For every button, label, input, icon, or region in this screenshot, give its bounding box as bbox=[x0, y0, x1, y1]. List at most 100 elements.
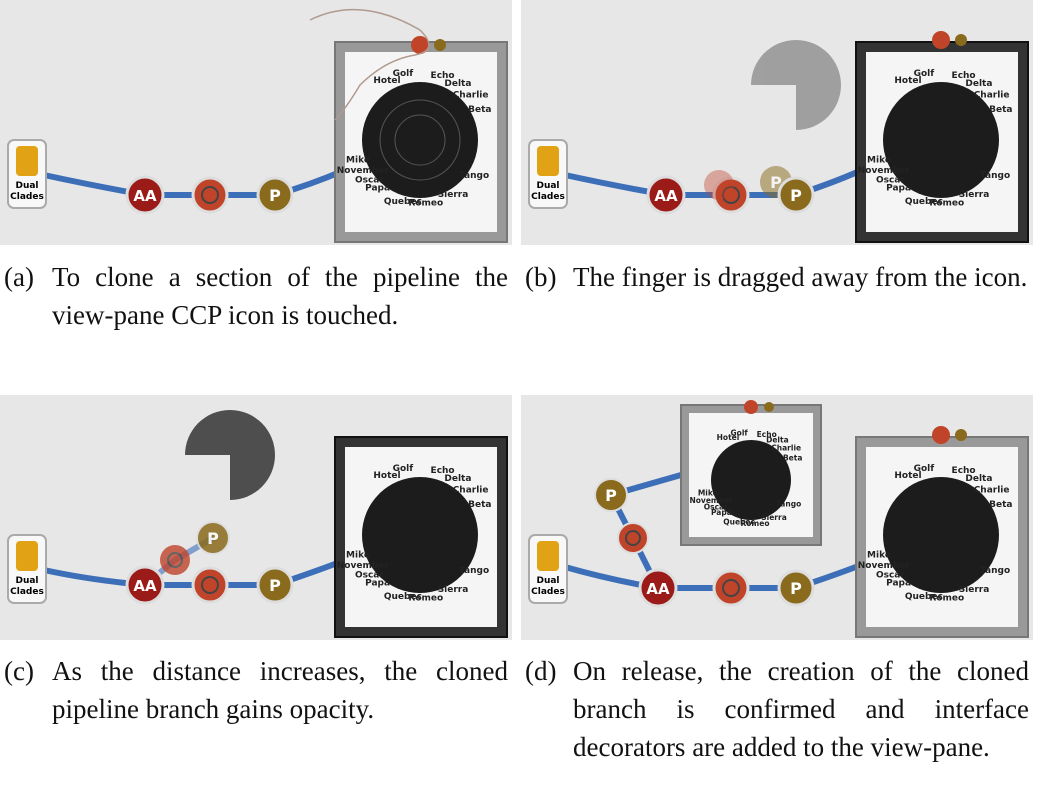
aa-node[interactable]: AA bbox=[125, 565, 165, 605]
cloned-ccp-node[interactable] bbox=[617, 522, 649, 554]
caption-a-tag: (a) bbox=[4, 262, 34, 292]
radial-label-sierra: Sierra bbox=[959, 585, 990, 595]
view-pane[interactable] bbox=[334, 41, 508, 243]
caption-d: (d) On release, the creation of the clon… bbox=[521, 652, 1033, 810]
p-node-label: P bbox=[269, 576, 281, 595]
radial-label-golf: Golf bbox=[914, 464, 935, 474]
radial-label-mike: Mike bbox=[867, 156, 891, 166]
ghost-radial bbox=[185, 410, 275, 500]
radial-label-golf: Golf bbox=[731, 429, 749, 438]
ghost-p-label: P bbox=[770, 173, 782, 192]
radial-label-quebec: Quebec bbox=[384, 197, 422, 207]
panel-b: Dual Clades AA P P bbox=[521, 0, 1033, 245]
ccp-node[interactable] bbox=[712, 569, 750, 607]
radial-label-romeo: Romeo bbox=[408, 199, 443, 209]
radial-label-tango: Tango bbox=[459, 566, 489, 576]
radial-label-tango: Tango bbox=[459, 171, 489, 181]
radial-label-hotel: Hotel bbox=[894, 76, 921, 86]
p-node[interactable]: P bbox=[777, 569, 815, 607]
p-node[interactable]: P bbox=[777, 176, 815, 214]
p-node[interactable]: P bbox=[256, 176, 294, 214]
cloned-p-node: P bbox=[196, 521, 230, 555]
radial-label-quebec: Quebec bbox=[384, 592, 422, 602]
source-label-2: Clades bbox=[531, 587, 565, 597]
radial-label-echo: Echo bbox=[952, 466, 976, 476]
radial-label-echo: Echo bbox=[952, 71, 976, 81]
ccp-node[interactable] bbox=[191, 566, 229, 604]
source-label-2: Clades bbox=[10, 587, 44, 597]
radial-label-papa: Papa bbox=[711, 508, 732, 517]
radial-label-tango: Tango bbox=[980, 566, 1010, 576]
cloned-p-label: P bbox=[605, 486, 617, 505]
view-pane[interactable] bbox=[334, 436, 508, 638]
radial-label-golf: Golf bbox=[393, 464, 414, 474]
ccp-icon[interactable] bbox=[932, 31, 967, 49]
panel-d: Dual Clades AA P P bbox=[521, 395, 1033, 640]
ccp-icon[interactable] bbox=[411, 36, 446, 54]
radial-label-echo: Echo bbox=[431, 71, 455, 81]
radial-label-november: November bbox=[690, 496, 734, 505]
radial-label-charlie: Charlie bbox=[974, 486, 1010, 496]
radial-label-november: November bbox=[337, 166, 390, 176]
radial-label-mike: Mike bbox=[346, 551, 370, 561]
radial-label-tango: Tango bbox=[980, 171, 1010, 181]
radial-label-beta: Beta bbox=[989, 500, 1012, 510]
radial-label-charlie: Charlie bbox=[771, 443, 801, 452]
radial-label-november: November bbox=[858, 561, 911, 571]
source-label-1: Dual bbox=[15, 181, 38, 191]
radial-label-oscar: Oscar bbox=[704, 503, 728, 512]
radial-label-hotel: Hotel bbox=[894, 471, 921, 481]
source-node[interactable]: Dual Clades bbox=[7, 534, 47, 604]
radial-label-mike: Mike bbox=[346, 156, 370, 166]
source-label-1: Dual bbox=[536, 181, 559, 191]
aa-node[interactable]: AA bbox=[646, 175, 686, 215]
aa-node-label: AA bbox=[654, 187, 678, 205]
view-pane[interactable] bbox=[855, 426, 1029, 638]
source-node[interactable]: Dual Clades bbox=[528, 139, 568, 209]
source-label-1: Dual bbox=[15, 576, 38, 586]
caption-c-text: As the distance increases, the cloned pi… bbox=[52, 656, 508, 724]
cloned-p-node[interactable]: P bbox=[594, 478, 628, 512]
radial-label-quebec: Quebec bbox=[905, 197, 943, 207]
radial-label-delta: Delta bbox=[444, 474, 471, 484]
radial-label-beta: Beta bbox=[468, 105, 491, 115]
radial-label-delta: Delta bbox=[965, 79, 992, 89]
caption-b-text: The finger is dragged away from the icon… bbox=[573, 262, 1028, 292]
radial-label-beta: Beta bbox=[989, 105, 1012, 115]
view-pane[interactable] bbox=[855, 41, 1029, 243]
cloned-view-pane[interactable] bbox=[680, 400, 822, 546]
cloned-ccp-node bbox=[160, 545, 190, 575]
aa-node-label: AA bbox=[646, 580, 670, 598]
ccp-node[interactable] bbox=[191, 176, 229, 214]
radial-label-beta: Beta bbox=[468, 500, 491, 510]
radial-label-beta: Beta bbox=[783, 454, 802, 463]
radial-label-delta: Delta bbox=[766, 435, 789, 444]
radial-label-charlie: Charlie bbox=[453, 486, 489, 496]
radial-label-papa: Papa bbox=[365, 184, 390, 194]
radial-label-charlie: Charlie bbox=[974, 91, 1010, 101]
caption-a-text: To clone a section of the pipeline the v… bbox=[52, 262, 508, 330]
radial-label-hotel: Hotel bbox=[717, 433, 740, 442]
radial-label-november: November bbox=[858, 166, 911, 176]
radial-label-sierra: Sierra bbox=[959, 190, 990, 200]
radial-label-oscar: Oscar bbox=[876, 570, 905, 580]
caption-b-tag: (b) bbox=[525, 262, 557, 292]
radial-label-oscar: Oscar bbox=[355, 175, 384, 185]
radial-label-golf: Golf bbox=[393, 69, 414, 79]
caption-b: (b) The finger is dragged away from the … bbox=[521, 258, 1033, 338]
radial-label-romeo: Romeo bbox=[408, 594, 443, 604]
caption-a: (a) To clone a section of the pipeline t… bbox=[0, 258, 512, 378]
aa-node-label: AA bbox=[133, 187, 157, 205]
p-node[interactable]: P bbox=[256, 566, 294, 604]
ccp-node[interactable] bbox=[704, 170, 750, 214]
source-node[interactable]: Dual Clades bbox=[528, 534, 568, 604]
radial-label-oscar: Oscar bbox=[355, 570, 384, 580]
radial-label-november: November bbox=[337, 561, 390, 571]
source-label-2: Clades bbox=[531, 192, 565, 202]
source-label-1: Dual bbox=[536, 576, 559, 586]
source-node[interactable]: Dual Clades bbox=[7, 139, 47, 209]
radial-label-mike: Mike bbox=[698, 489, 718, 498]
aa-node[interactable]: AA bbox=[638, 568, 678, 608]
aa-node[interactable]: AA bbox=[125, 175, 165, 215]
radial-label-quebec: Quebec bbox=[905, 592, 943, 602]
